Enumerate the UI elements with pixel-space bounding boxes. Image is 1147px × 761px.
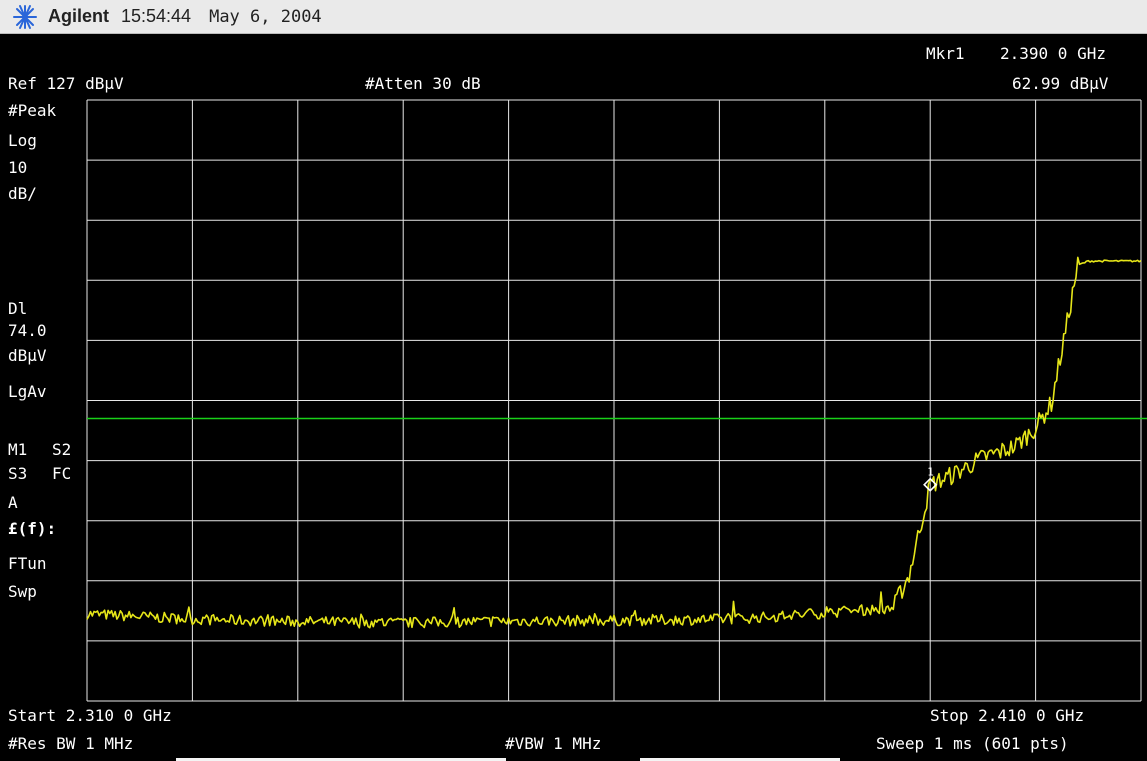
marker-label: Mkr1 — [926, 44, 965, 63]
scale-unit: dB/ — [8, 184, 37, 203]
trace-s2: S2 — [52, 440, 72, 459]
function-label: £(f): — [8, 519, 57, 538]
trace-fc: FC — [52, 464, 72, 483]
sweep-time: Sweep 1 ms (601 pts) — [876, 734, 1069, 753]
plot-grid — [86, 99, 1142, 702]
reference-level: Ref 127 dBμV — [8, 74, 124, 93]
marker-frequency: 2.390 0 GHz — [1000, 44, 1106, 63]
display-line-unit: dBμV — [8, 346, 47, 365]
stop-frequency: Stop 2.410 0 GHz — [930, 706, 1085, 725]
display-line-label: Dl — [8, 299, 28, 318]
clock-date: May 6, 2004 — [209, 6, 322, 27]
ftun-label: FTun — [8, 554, 47, 573]
display-line-value: 74.0 — [8, 321, 47, 340]
marker-1-number: 1 — [927, 466, 934, 479]
scale-type: Log — [8, 131, 37, 150]
video-bandwidth: #VBW 1 MHz — [505, 734, 602, 753]
detector-mode: #Peak — [8, 101, 57, 120]
brand-name: Agilent — [48, 6, 109, 26]
title-bar: Agilent 15:54:44 May 6, 2004 — [0, 0, 1147, 34]
spectrum-trace — [86, 256, 1142, 629]
trace-m1: M1 — [8, 440, 28, 459]
trace-a: A — [8, 493, 18, 512]
sweep-mode-label: Swp — [8, 582, 37, 601]
attenuation: #Atten 30 dB — [365, 74, 481, 93]
average-type: LgAv — [8, 382, 47, 401]
marker-amplitude: 62.99 dBμV — [1012, 74, 1109, 93]
start-frequency: Start 2.310 0 GHz — [8, 706, 172, 725]
agilent-spark-icon — [13, 4, 37, 29]
scale-value: 10 — [8, 158, 28, 177]
clock-time: 15:54:44 — [121, 6, 192, 26]
softkey-bar-left — [176, 758, 506, 761]
softkey-bar-right — [640, 758, 840, 761]
resolution-bandwidth: #Res BW 1 MHz — [8, 734, 134, 753]
marker-1-diamond[interactable] — [923, 477, 938, 492]
trace-s3: S3 — [8, 464, 28, 483]
